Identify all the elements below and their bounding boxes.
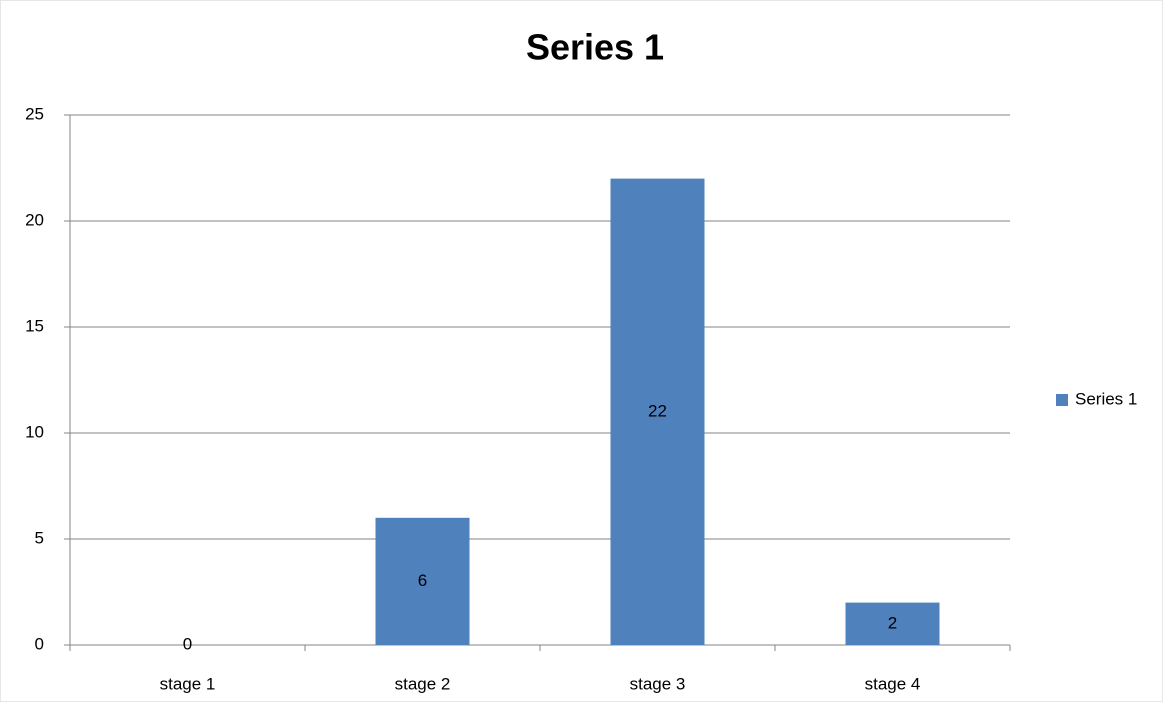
x-tick-label: stage 1	[160, 674, 216, 693]
y-tick-label: 20	[25, 210, 44, 229]
y-tick-label: 15	[25, 316, 44, 335]
x-tick-label: stage 3	[630, 674, 686, 693]
y-tick-label: 5	[35, 528, 44, 547]
data-label: 6	[418, 571, 427, 590]
bar	[845, 602, 940, 645]
y-tick-label: 10	[25, 422, 44, 441]
bar	[375, 517, 470, 645]
y-tick-label: 25	[25, 104, 44, 123]
bar	[610, 178, 705, 645]
y-tick-label: 0	[35, 634, 44, 653]
data-label: 22	[648, 401, 667, 420]
x-tick-label: stage 4	[865, 674, 921, 693]
chart-title: Series 1	[526, 27, 664, 68]
legend-swatch	[1056, 394, 1068, 406]
legend-label: Series 1	[1075, 389, 1137, 408]
x-tick-label: stage 2	[395, 674, 451, 693]
data-label: 0	[183, 634, 192, 653]
data-label: 2	[888, 613, 897, 632]
